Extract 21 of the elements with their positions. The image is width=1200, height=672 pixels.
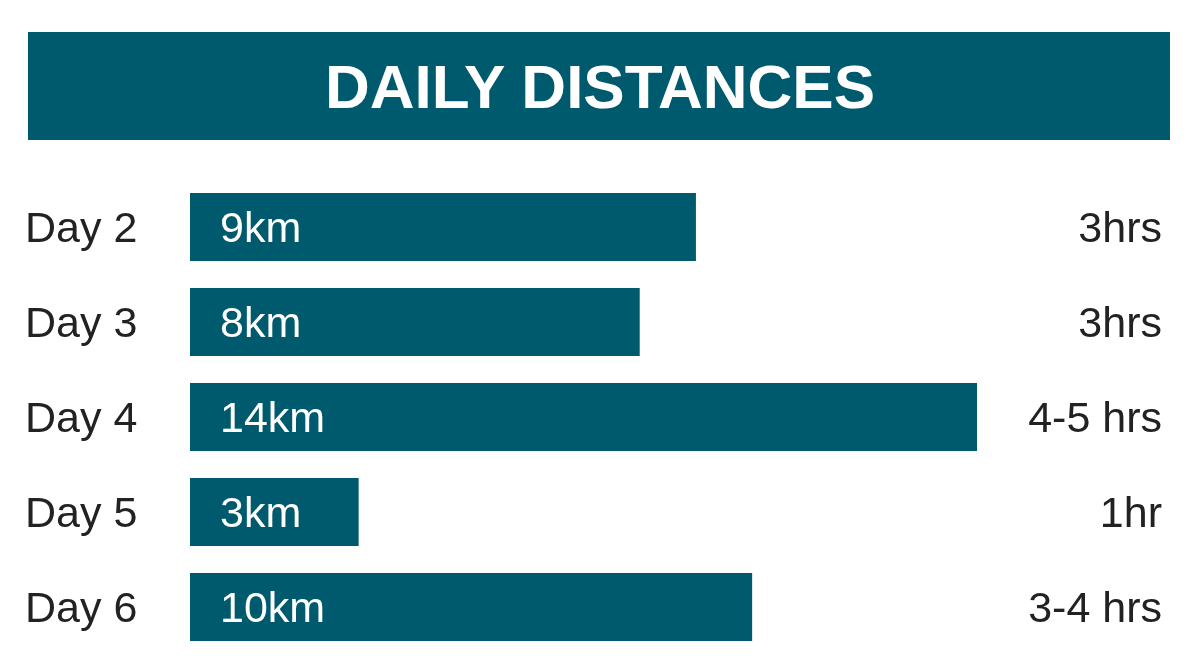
text: 3hrs xyxy=(1078,203,1162,252)
y-tick-label: Day 6 xyxy=(25,582,138,631)
text: 3-4 hrs xyxy=(1028,582,1162,631)
bar xyxy=(190,193,696,262)
y-tick-label: Day 2 xyxy=(25,203,138,252)
data-label: 14km xyxy=(220,393,326,441)
bar xyxy=(190,382,977,452)
y-tick-label: Day 5 xyxy=(25,488,138,536)
data-label: 9km xyxy=(220,203,302,252)
y-tick-label: Day 3 xyxy=(25,298,138,346)
text: 4-5 hrs xyxy=(1028,393,1162,441)
data-label: 10km xyxy=(220,582,326,631)
data-label: 8km xyxy=(220,298,302,346)
y-tick-label: Day 4 xyxy=(25,393,138,441)
bar xyxy=(190,477,359,546)
bar xyxy=(190,572,753,641)
bar xyxy=(190,288,640,357)
text: 1hr xyxy=(1099,488,1162,536)
text: 3hrs xyxy=(1078,298,1162,346)
data-label: 3km xyxy=(220,488,302,536)
chart-title: DAILY DISTANCES xyxy=(324,51,876,121)
